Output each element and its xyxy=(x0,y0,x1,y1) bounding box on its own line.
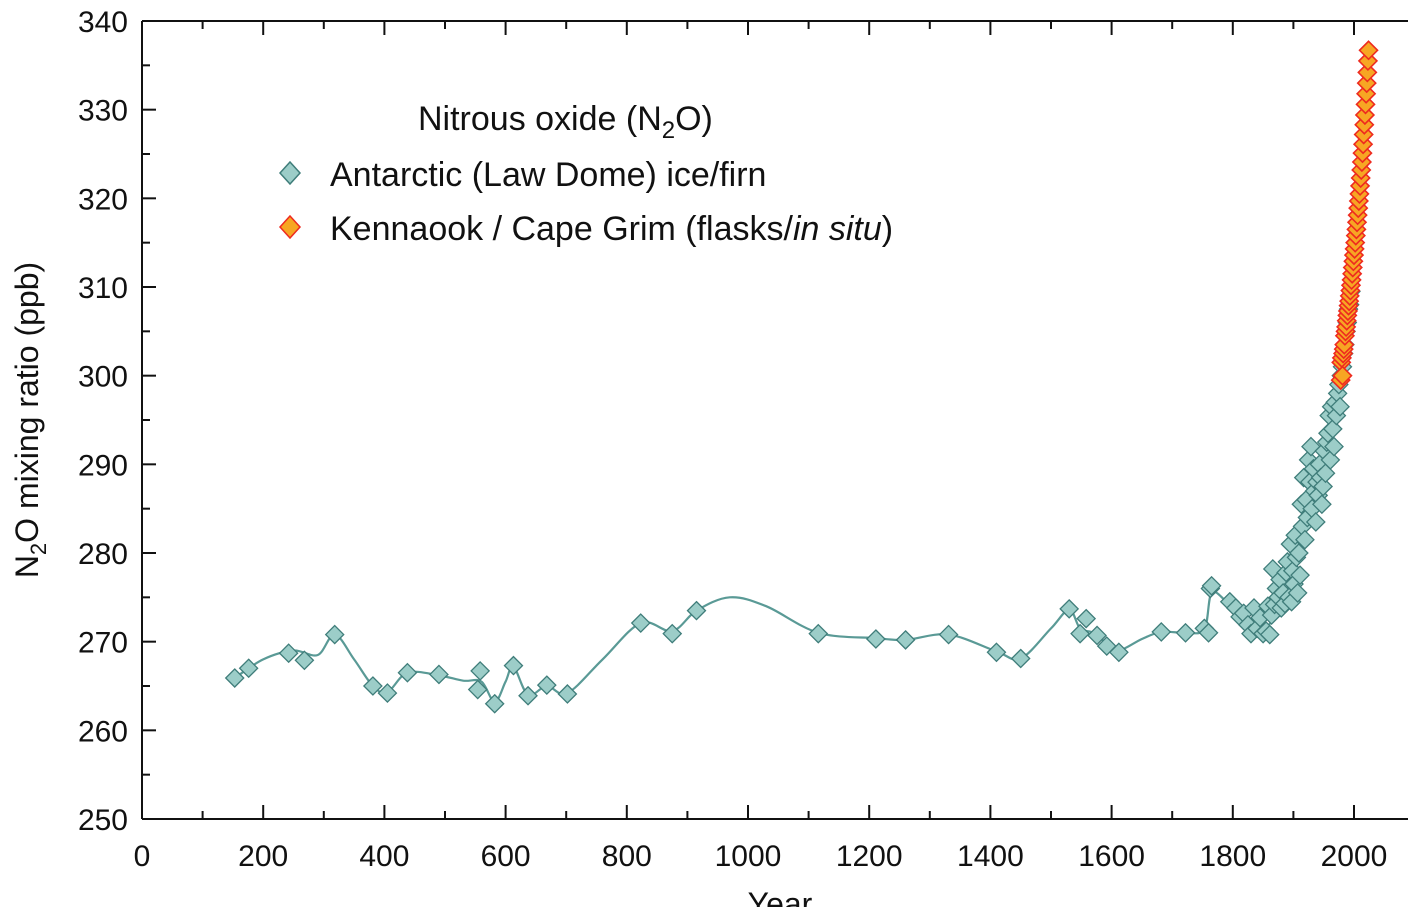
ice-core-point xyxy=(278,643,299,664)
y-tick-label: 300 xyxy=(78,361,128,394)
y-tick-label: 270 xyxy=(78,627,128,660)
ice-core-point xyxy=(1313,476,1334,497)
y-axis-title-sub: 2 xyxy=(26,543,51,555)
cape-grim-point xyxy=(1332,365,1353,386)
ice-core-point xyxy=(1294,529,1315,550)
y-axis-title-main: N xyxy=(9,555,45,578)
ice-core-point xyxy=(362,676,383,696)
legend-flask-label-end: ) xyxy=(882,210,893,248)
x-tick-label: 1800 xyxy=(1199,840,1266,873)
x-tick-label: 0 xyxy=(134,840,151,873)
y-axis-title: N2O mixing ratio (ppb) xyxy=(9,262,51,578)
ice-core-point xyxy=(1311,494,1332,515)
ice-core-point xyxy=(1070,623,1091,644)
ice-core-point xyxy=(895,629,916,650)
legend: Nitrous oxide (N2O) Antarctic (Law Dome)… xyxy=(278,100,893,248)
ice-core-point xyxy=(1324,436,1344,457)
plot-frame xyxy=(141,20,1408,820)
x-ticks: 0 200 400 600 800 1000 1200 1400 1600 1800 2000 xyxy=(134,21,1388,873)
ice-core-point xyxy=(808,623,829,644)
x-tick-label: 1400 xyxy=(957,840,1024,873)
ice-core-point xyxy=(1288,543,1309,563)
x-tick-label: 1000 xyxy=(715,840,782,873)
y-tick-label: 310 xyxy=(78,272,128,305)
x-tick-label: 800 xyxy=(602,840,652,873)
ice-core-point xyxy=(1198,622,1219,643)
ice-core-point xyxy=(503,655,524,676)
ice-core-point xyxy=(484,693,505,714)
ice-core-points xyxy=(224,281,1361,714)
y-tick-label: 330 xyxy=(78,95,128,128)
legend-title-end: O) xyxy=(675,100,713,138)
x-tick-label: 200 xyxy=(238,840,288,873)
y-tick-label: 340 xyxy=(78,6,128,39)
ice-core-point xyxy=(224,668,245,688)
legend-ice-marker xyxy=(278,160,302,186)
legend-flask-marker xyxy=(278,214,302,240)
ice-core-point xyxy=(238,658,259,679)
cape-grim-point xyxy=(1358,40,1379,61)
fit-line-layer xyxy=(234,304,1353,704)
legend-flask-label-italic: in situ xyxy=(793,210,882,248)
ice-core-point xyxy=(470,661,491,681)
y-ticks: 250 260 270 280 290 300 310 320 330 340 xyxy=(78,6,156,837)
cape-grim-points xyxy=(1330,40,1379,391)
ice-core-point xyxy=(324,624,345,645)
ice-core-point xyxy=(294,650,315,671)
legend-title: Nitrous oxide (N2O) xyxy=(418,100,713,144)
ice-core-point xyxy=(1175,622,1196,643)
y-tick-label: 260 xyxy=(78,715,128,748)
y-tick-label: 250 xyxy=(78,804,128,837)
ice-core-point xyxy=(1305,512,1326,532)
ice-core-point xyxy=(557,684,578,704)
ice-core-point xyxy=(1087,625,1107,646)
ice-core-point xyxy=(1287,582,1308,603)
legend-title-sub: 2 xyxy=(662,117,675,144)
ice-core-point xyxy=(1151,621,1172,642)
x-tick-label: 1200 xyxy=(836,840,903,873)
y-tick-label: 290 xyxy=(78,449,128,482)
ice-core-point xyxy=(630,613,651,633)
ice-core-point xyxy=(1010,648,1031,669)
legend-flask-label-main: Kennaook / Cape Grim (flasks/ xyxy=(330,210,794,248)
ice-core-point xyxy=(1076,608,1097,629)
legend-title-main: Nitrous oxide (N xyxy=(418,100,662,138)
legend-ice-label: Antarctic (Law Dome) ice/firn xyxy=(330,156,766,194)
ice-core-point xyxy=(938,624,959,645)
ice-core-point xyxy=(986,642,1007,663)
x-tick-label: 600 xyxy=(481,840,531,873)
x-tick-label: 2000 xyxy=(1321,840,1388,873)
ice-core-point xyxy=(377,683,398,704)
ice-core-point xyxy=(536,675,557,696)
ice-core-point xyxy=(467,679,488,700)
y-axis-title-rest: O mixing ratio (ppb) xyxy=(9,262,45,543)
x-tick-label: 400 xyxy=(359,840,409,873)
cape-grim-point xyxy=(1357,62,1378,83)
ice-core-point xyxy=(662,623,683,644)
ice-core-point xyxy=(1259,624,1280,645)
x-tick-label: 1600 xyxy=(1078,840,1145,873)
ice-core-point xyxy=(1290,565,1310,586)
ice-core-point xyxy=(429,664,449,685)
y-tick-label: 320 xyxy=(78,183,128,216)
ice-core-point xyxy=(686,600,707,621)
ice-core-point xyxy=(1059,598,1080,619)
x-axis-title: Year xyxy=(748,886,813,907)
ice-core-point xyxy=(1330,396,1350,417)
legend-flask-label: Kennaook / Cape Grim (flasks/in situ) xyxy=(330,210,893,248)
ice-core-point xyxy=(1201,575,1222,596)
ice-core-point xyxy=(1108,642,1129,663)
ice-core-point xyxy=(518,685,538,706)
ice-core-point xyxy=(397,662,418,683)
ice-core-fit-line xyxy=(234,304,1353,704)
y-tick-label: 280 xyxy=(78,538,128,571)
ice-core-point xyxy=(865,629,886,649)
